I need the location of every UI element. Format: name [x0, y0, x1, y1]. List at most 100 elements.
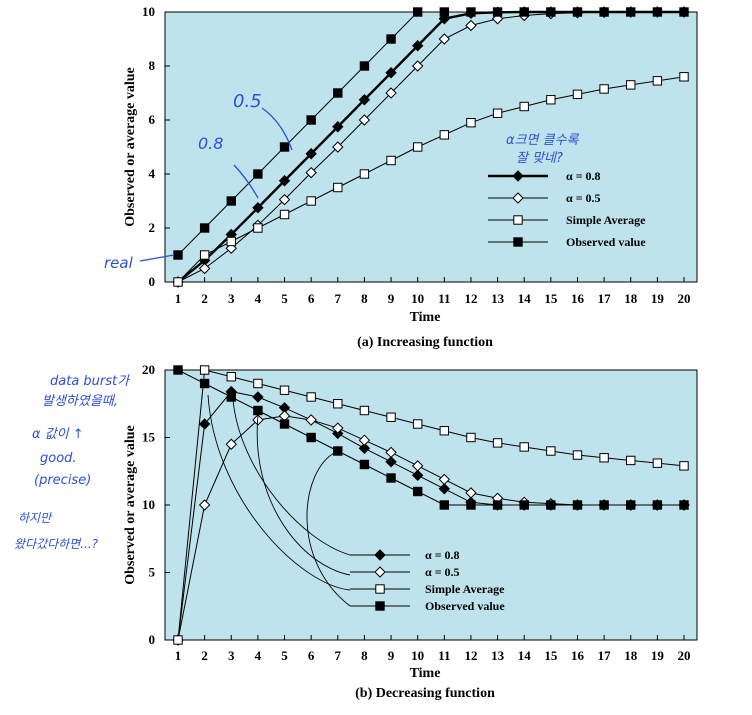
data-point [492, 500, 503, 510]
data-point [572, 450, 583, 460]
x-tick-label: 11 [438, 648, 450, 663]
data-point [305, 414, 317, 426]
data-point [358, 442, 371, 455]
x-tick-label: 1 [175, 648, 182, 663]
annotation-real: real [104, 254, 134, 272]
legend-label: α = 0.5 [566, 191, 601, 205]
data-point [572, 500, 583, 510]
data-point [173, 250, 183, 260]
data-point [626, 80, 636, 90]
annotation-arrow-05 [261, 107, 293, 151]
data-point [599, 7, 609, 17]
data-point [358, 114, 371, 126]
chart-caption: (a) Increasing function [357, 335, 493, 350]
x-tick-label: 15 [544, 648, 558, 663]
x-tick-label: 1 [175, 291, 182, 306]
data-point [173, 277, 183, 287]
data-point [198, 262, 211, 275]
x-tick-label: 5 [281, 648, 288, 663]
annotation-connector [207, 394, 351, 591]
data-point [572, 89, 583, 100]
legend-label: Observed value [566, 235, 646, 249]
x-tick-label: 3 [228, 648, 235, 663]
data-point [679, 461, 689, 471]
annotation-connector [256, 414, 351, 576]
data-point [173, 635, 183, 645]
annotation-b-6: 하지만 [18, 511, 53, 525]
legend-marker [513, 237, 523, 247]
legend-label: Simple Average [566, 213, 646, 227]
x-tick-label: 15 [544, 291, 558, 306]
data-point [386, 155, 396, 166]
data-point [279, 142, 290, 152]
legend-label: Observed value [425, 599, 505, 613]
data-point [411, 460, 424, 472]
x-tick-label: 14 [518, 291, 532, 306]
x-tick-label: 16 [571, 648, 585, 663]
y-tick-label: 10 [142, 4, 155, 19]
data-point [359, 459, 370, 470]
data-point [332, 422, 344, 434]
y-tick-label: 20 [142, 362, 155, 377]
y-tick-label: 8 [149, 58, 156, 73]
handwritten-annotations-b: data burst가 발생하였을때, α 값이 ↑ good. (precis… [14, 374, 131, 551]
data-point [305, 148, 317, 160]
y-axis-label: Observed or average value [123, 67, 138, 227]
data-point [411, 469, 424, 482]
data-point [465, 19, 477, 32]
data-point [546, 500, 556, 510]
data-point [385, 87, 397, 99]
annotation-b-7: 왔다갔다하면...? [14, 537, 99, 551]
annotation-b-3: α 값이 ↑ [32, 427, 84, 442]
y-tick-label: 15 [142, 430, 156, 445]
annotation-alpha-08: 0.8 [198, 134, 223, 153]
data-point [679, 72, 689, 82]
x-tick-label: 7 [335, 291, 342, 306]
legend-marker [513, 215, 523, 225]
data-point [679, 7, 689, 17]
x-tick-label: 13 [491, 291, 505, 306]
legend-marker [374, 566, 386, 578]
annotation-b-4: good. [40, 451, 77, 466]
x-tick-label: 12 [464, 648, 477, 663]
data-point [226, 236, 236, 247]
annotation-arrow-08 [233, 164, 259, 199]
x-tick-label: 9 [388, 648, 395, 663]
data-point [278, 175, 291, 187]
x-tick-label: 11 [438, 291, 450, 306]
x-tick-label: 17 [598, 291, 612, 306]
data-point [412, 486, 423, 497]
x-tick-label: 20 [678, 291, 691, 306]
data-point [438, 33, 451, 45]
data-point [386, 412, 396, 422]
legend-marker [374, 549, 386, 561]
data-point [386, 473, 396, 483]
data-point [412, 142, 423, 152]
legend-marker [375, 584, 385, 594]
y-tick-label: 0 [149, 274, 156, 289]
data-point [306, 392, 316, 402]
x-tick-label: 18 [624, 291, 638, 306]
legend-label: Simple Average [425, 582, 505, 596]
annotation-b-5: (precise) [34, 473, 91, 488]
plot-area [164, 11, 698, 283]
x-tick-label: 4 [255, 291, 262, 306]
data-point [466, 118, 476, 128]
y-tick-label: 4 [149, 166, 156, 181]
data-point [385, 446, 397, 459]
data-point [332, 141, 344, 153]
data-point [439, 7, 450, 17]
legend: α = 0.8 α = 0.5 Simple Average Observed val… [350, 548, 505, 613]
x-tick-label: 20 [678, 648, 691, 663]
data-point [359, 169, 370, 179]
data-point [652, 7, 663, 17]
x-tick-label: 10 [411, 648, 424, 663]
y-tick-label: 10 [142, 497, 155, 512]
x-tick-label: 7 [335, 648, 342, 663]
data-point [199, 365, 210, 375]
data-point [492, 108, 503, 118]
x-tick-label: 19 [651, 648, 665, 663]
annotation-arrow-real [139, 254, 175, 262]
